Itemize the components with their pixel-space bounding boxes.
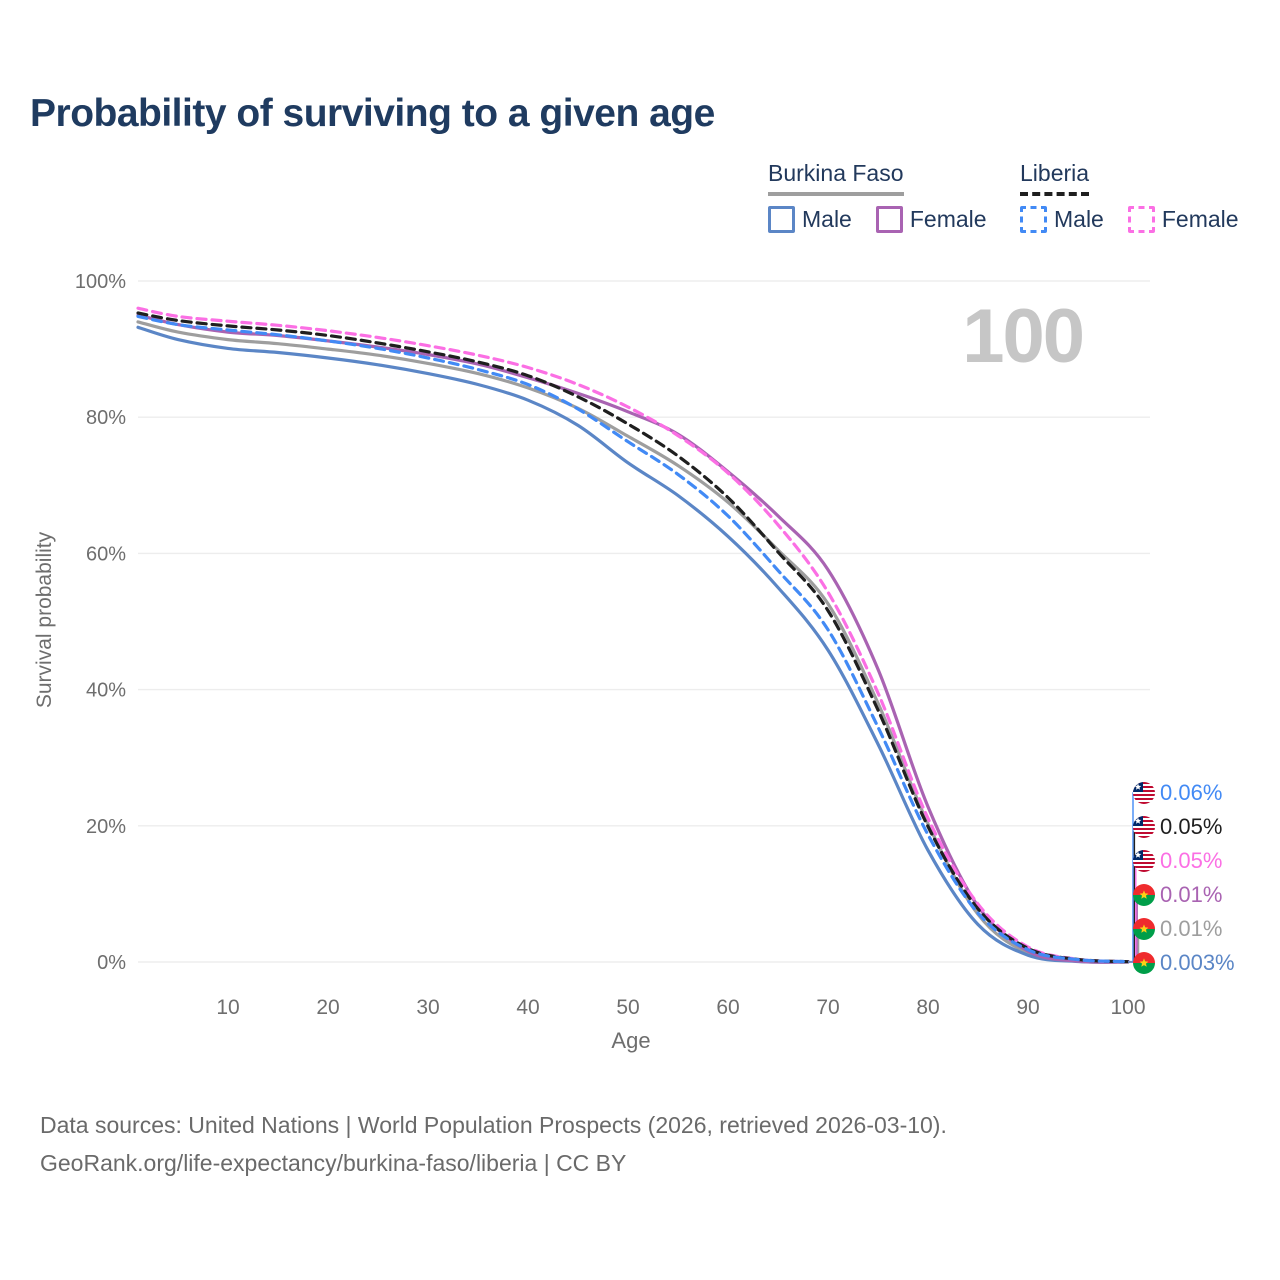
legend-item-burkina-female[interactable]: Female <box>875 206 987 233</box>
legend-title-burkina-faso: Burkina Faso <box>768 160 904 196</box>
end-label-burkina-faso-female: 0.01% <box>1133 881 1222 909</box>
end-label-liberia-total: 0.05% <box>1133 813 1222 841</box>
burkina-faso-flag-icon <box>1133 884 1155 906</box>
legend-title-liberia: Liberia <box>1020 160 1090 196</box>
end-label-burkina-faso-male: 0.003% <box>1133 949 1235 977</box>
legend-item-liberia-male[interactable]: Male <box>1020 206 1104 233</box>
x-tick-label: 50 <box>616 996 639 1019</box>
legend-item-burkina-male[interactable]: Male <box>768 206 852 233</box>
end-label-value: 0.01% <box>1160 882 1223 907</box>
liberia-flag-icon <box>1133 850 1155 872</box>
burkina-female-swatch-icon[interactable] <box>875 206 903 233</box>
series-line-burkina-faso-female <box>136 313 1130 964</box>
end-label-value: 0.05% <box>1160 814 1223 839</box>
series-line-liberia-male <box>136 314 1130 964</box>
footer: Data sources: United Nations | World Pop… <box>40 1106 947 1182</box>
end-label-value: 0.06% <box>1160 780 1223 805</box>
y-tick-label: 0% <box>97 952 126 974</box>
end-label-value: 0.05% <box>1160 848 1223 873</box>
liberia-female-swatch-icon[interactable] <box>1127 206 1155 233</box>
series-line-liberia-total <box>136 311 1130 964</box>
burkina-faso-flag-icon <box>1133 952 1155 974</box>
series-line-burkina-faso-total <box>136 320 1130 964</box>
legend-group-burkina-faso: Burkina Faso Male Female <box>768 160 987 233</box>
legend-item-label: Male <box>1054 206 1104 232</box>
y-axis-title: Survival probability <box>33 531 56 709</box>
liberia-male-swatch-icon[interactable] <box>1020 206 1047 233</box>
end-label-burkina-faso-total: 0.01% <box>1133 915 1222 943</box>
end-label-value: 0.003% <box>1160 950 1235 975</box>
y-tick-label: 40% <box>86 680 126 702</box>
liberia-flag-icon <box>1133 816 1155 838</box>
burkina-faso-flag-icon <box>1133 918 1155 940</box>
series-line-liberia-female <box>136 306 1130 964</box>
end-label-liberia-female: 0.05% <box>1133 847 1222 875</box>
x-tick-label: 70 <box>816 996 839 1019</box>
page-title: Probability of surviving to a given age <box>30 92 715 135</box>
y-tick-label: 100% <box>75 271 126 293</box>
y-tick-label: 80% <box>86 407 126 429</box>
data-sources-text: Data sources: United Nations | World Pop… <box>40 1112 947 1138</box>
series-line-burkina-faso-male <box>136 325 1130 964</box>
x-tick-label: 100 <box>1110 996 1145 1019</box>
end-label-connector <box>1128 860 1143 963</box>
burkina-male-swatch-icon[interactable] <box>768 206 795 233</box>
hover-age-watermark: 100 <box>962 294 1085 379</box>
x-tick-label: 40 <box>516 996 539 1019</box>
liberia-flag-icon <box>1133 782 1155 804</box>
legend-item-label: Male <box>802 206 852 232</box>
end-label-value: 0.01% <box>1160 916 1223 941</box>
x-tick-label: 10 <box>216 996 239 1019</box>
legend-group-liberia: Liberia Male Female <box>1020 160 1239 233</box>
x-tick-label: 90 <box>1016 996 1039 1019</box>
legend-item-label: Female <box>1161 206 1239 232</box>
legend-item-label: Female <box>909 206 987 232</box>
y-tick-label: 20% <box>86 816 126 838</box>
attribution-url-text: GeoRank.org/life-expectancy/burkina-faso… <box>40 1150 627 1176</box>
x-tick-label: 80 <box>916 996 939 1019</box>
x-tick-label: 60 <box>716 996 739 1019</box>
x-axis-title: Age <box>611 1028 651 1053</box>
x-tick-label: 30 <box>416 996 439 1019</box>
y-tick-label: 60% <box>86 543 126 565</box>
end-label-liberia-male: 0.06% <box>1133 779 1222 807</box>
legend-item-liberia-female[interactable]: Female <box>1127 206 1239 233</box>
x-tick-label: 20 <box>316 996 339 1019</box>
